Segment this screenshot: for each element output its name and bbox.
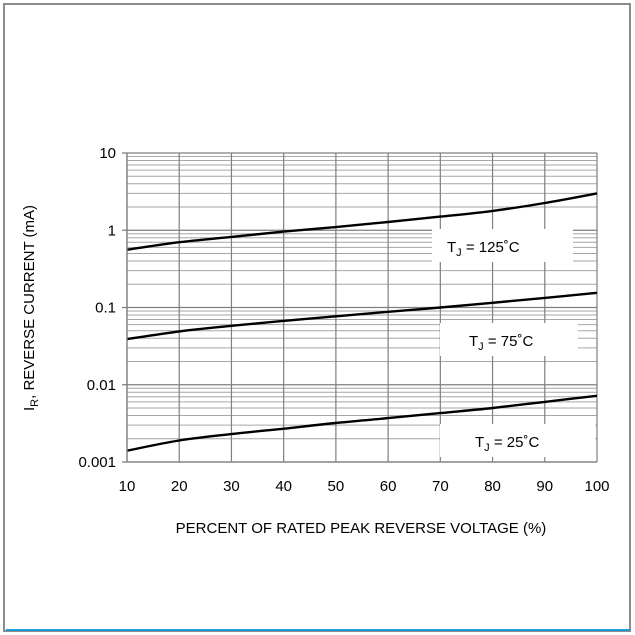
y-tick-label: 0.001 [78, 454, 116, 471]
y-axis-title-text: , REVERSE CURRENT (mA) [21, 205, 38, 399]
series-label-subscript: J [456, 247, 462, 259]
y-tick-label: 10 [99, 145, 116, 162]
series-label-symbol: T [469, 333, 478, 350]
y-axis-title-symbol: I [21, 407, 38, 411]
y-tick-labels: 0.001 0.01 0.1 1 10 [78, 145, 116, 471]
x-tick-label: 60 [380, 478, 397, 495]
y-axis-title: IR, REVERSE CURRENT (mA) [21, 205, 41, 411]
series-label-symbol: T [447, 239, 456, 256]
series-label-symbol: T [475, 434, 484, 451]
series-label-text: = 25˚C [490, 434, 540, 451]
x-tick-label: 30 [223, 478, 240, 495]
x-tick-label: 70 [432, 478, 449, 495]
y-tick-label: 0.01 [87, 377, 116, 394]
series-label-box [432, 229, 573, 262]
series-line-1 [126, 291, 598, 341]
x-tick-label: 80 [484, 478, 501, 495]
series-label-text: = 75˚C [484, 333, 534, 350]
series-label-box [440, 323, 578, 356]
series-label-text: = 125˚C [462, 239, 520, 256]
x-tick-label: 50 [328, 478, 345, 495]
series-label-2: TJ = 25˚C [475, 434, 539, 454]
plot-axes [122, 152, 597, 463]
x-tick-label: 90 [536, 478, 553, 495]
y-axis-title-subscript: R [29, 399, 41, 407]
x-tick-label: 10 [119, 478, 136, 495]
series-labels: TJ = 125˚CTJ = 75˚CTJ = 25˚C [447, 239, 539, 454]
x-tick-label: 100 [584, 478, 609, 495]
series-line-2 [126, 394, 598, 452]
series-curves [126, 192, 598, 452]
major-gridlines [126, 152, 598, 463]
series-label-subscript: J [478, 341, 484, 353]
series-label-box [440, 424, 595, 457]
x-axis-title: PERCENT OF RATED PEAK REVERSE VOLTAGE (%… [176, 520, 547, 537]
minor-gridlines [127, 156, 597, 440]
x-tick-labels: 10 20 30 40 50 60 70 80 90 100 [119, 478, 610, 495]
y-tick-label: 0.1 [95, 300, 116, 317]
series-label-0: TJ = 125˚C [447, 239, 520, 259]
y-tick-label: 1 [108, 222, 116, 239]
frame-accent-line [6, 629, 630, 631]
series-label-1: TJ = 75˚C [469, 333, 533, 353]
x-tick-label: 40 [275, 478, 292, 495]
series-line-0 [126, 192, 598, 251]
series-label-subscript: J [484, 442, 490, 454]
x-tick-label: 20 [171, 478, 188, 495]
series-label-boxes [432, 229, 595, 457]
